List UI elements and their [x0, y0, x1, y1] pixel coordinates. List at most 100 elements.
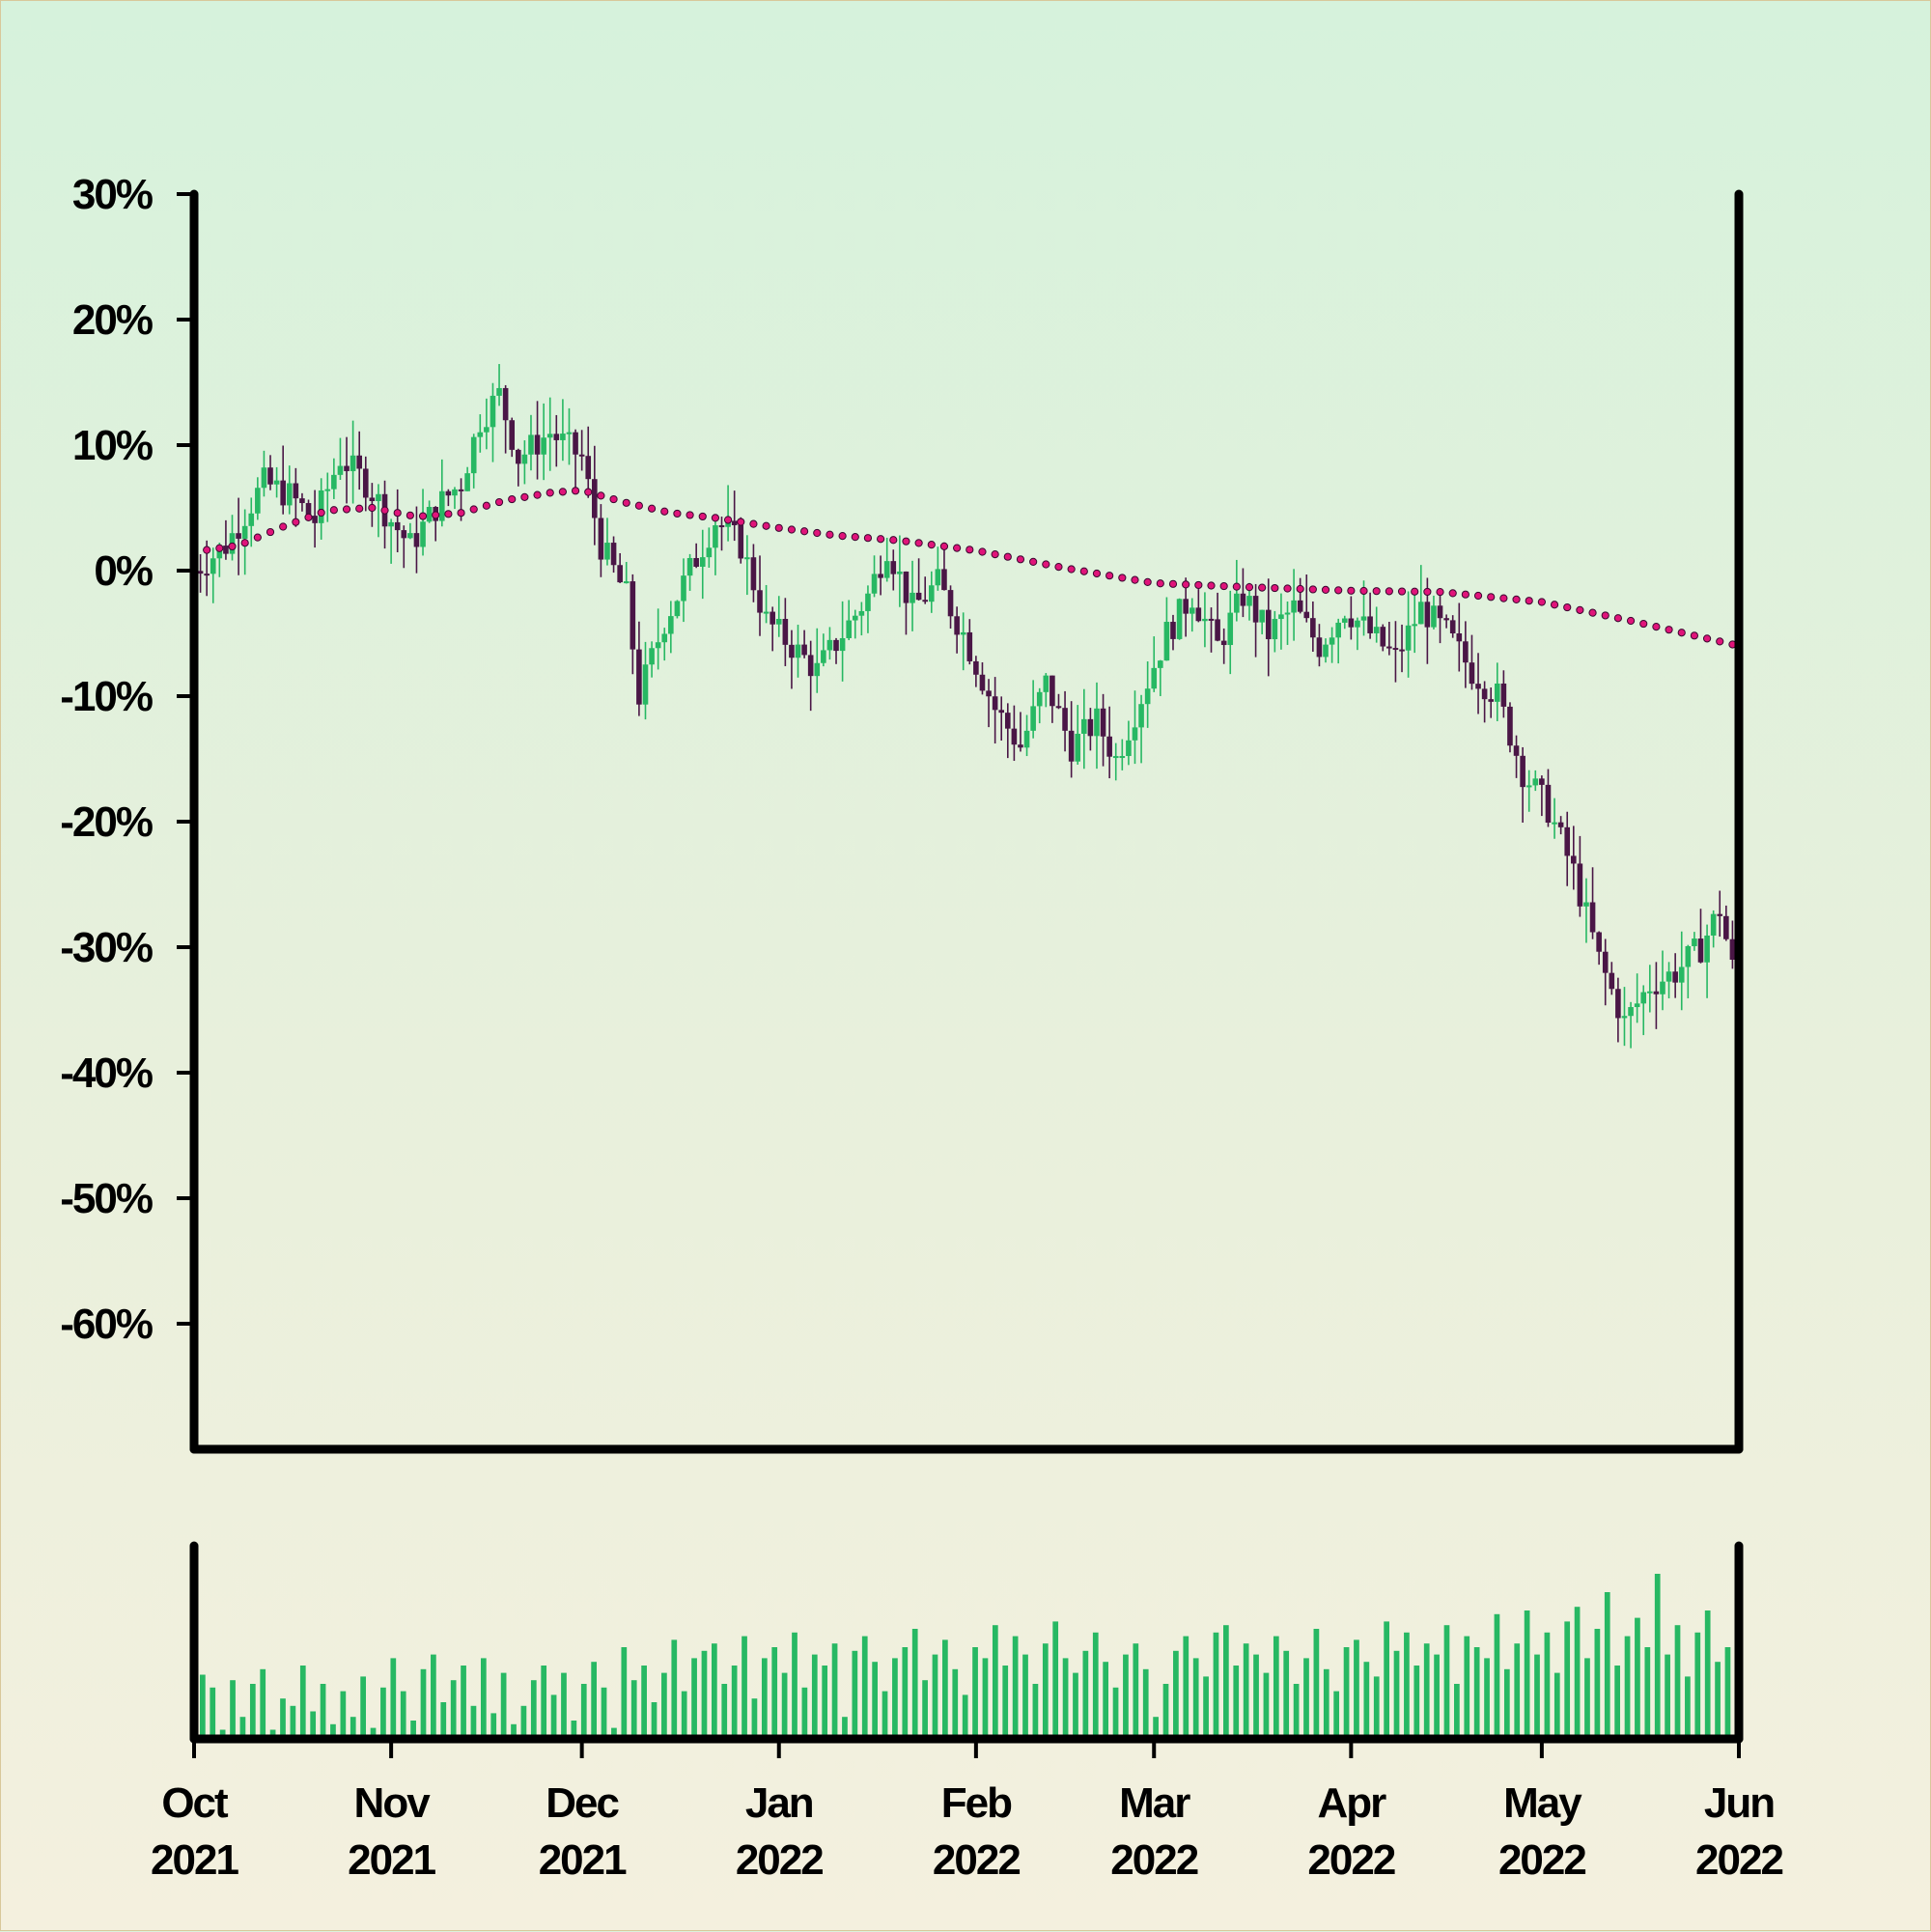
- volume-bar: [651, 1702, 658, 1739]
- x-tick-year: 2022: [933, 1836, 1020, 1884]
- volume-bar: [1564, 1621, 1571, 1739]
- candle-body: [376, 493, 381, 502]
- candle-body: [223, 546, 229, 554]
- candle-body: [286, 483, 293, 506]
- candle-body: [1329, 637, 1335, 645]
- volume-bar: [611, 1727, 617, 1739]
- volume-axes: [189, 1541, 1744, 1744]
- candle-body: [1055, 706, 1062, 709]
- volume-bar: [1133, 1643, 1139, 1739]
- volume-bar: [1423, 1643, 1430, 1739]
- candles: [191, 364, 1742, 1049]
- trend-point: [418, 512, 428, 520]
- candle-body: [1392, 648, 1399, 651]
- volume-bar: [1434, 1654, 1440, 1739]
- volume-bar: [1073, 1672, 1078, 1739]
- trend-point: [1042, 560, 1050, 569]
- trend-point: [1576, 605, 1584, 614]
- candle-body: [1710, 913, 1717, 936]
- candle-body: [1018, 744, 1023, 748]
- trend-point: [749, 519, 758, 528]
- trend-point: [432, 511, 440, 519]
- trend-point: [1232, 582, 1241, 591]
- candle-body: [1081, 718, 1087, 734]
- candle-body: [1106, 736, 1112, 757]
- trend-point: [889, 536, 898, 545]
- candle-body: [362, 468, 369, 498]
- trend-point: [1385, 587, 1393, 596]
- trend-point: [1182, 580, 1190, 589]
- y-tick-label: 0%: [94, 547, 152, 595]
- candle-body: [1036, 691, 1043, 707]
- volume-bar: [1173, 1650, 1179, 1739]
- candle-body: [770, 611, 775, 625]
- volume-bar: [310, 1711, 317, 1739]
- candle-body: [318, 490, 324, 523]
- candle-body: [407, 533, 413, 539]
- candle-body: [592, 479, 598, 518]
- candle-body: [1577, 863, 1583, 907]
- trend-point: [482, 501, 490, 510]
- candle-body: [1367, 616, 1373, 633]
- volume-bar: [1354, 1639, 1359, 1739]
- trend-point: [1105, 572, 1114, 580]
- trend-point: [228, 542, 237, 551]
- trend-point: [1652, 623, 1661, 631]
- y-tick-label: -30%: [60, 924, 153, 971]
- candle-body: [1412, 624, 1417, 627]
- candle-body: [1525, 785, 1532, 788]
- trend-point: [1245, 583, 1254, 592]
- volume-bar: [1594, 1629, 1601, 1739]
- trend-point: [1347, 586, 1356, 595]
- volume-bar: [761, 1658, 768, 1739]
- candle-body: [1234, 593, 1240, 613]
- volume-bar: [701, 1650, 708, 1739]
- volume-bar: [1012, 1636, 1019, 1739]
- candle-body: [344, 465, 350, 471]
- candle-body: [401, 530, 407, 539]
- volume-bar: [681, 1691, 687, 1739]
- candle-body: [1138, 704, 1144, 728]
- candle-body: [865, 593, 871, 611]
- candle-body: [878, 574, 883, 578]
- candle-body: [534, 434, 541, 455]
- candle-body: [1449, 620, 1456, 634]
- trend-point: [1016, 555, 1025, 564]
- candle-body: [826, 639, 833, 651]
- volume-bar: [872, 1662, 878, 1739]
- volume-bar: [511, 1723, 517, 1739]
- candle-body: [1552, 822, 1557, 825]
- candle-body: [502, 387, 509, 421]
- candle-body: [578, 454, 585, 457]
- candle-body: [973, 660, 979, 675]
- volume-bar: [1574, 1607, 1581, 1739]
- candle-body: [1195, 607, 1202, 622]
- trend-point: [1487, 593, 1496, 602]
- volume-bar: [902, 1647, 909, 1739]
- candle-body: [1431, 605, 1437, 628]
- candle-body: [1685, 945, 1692, 967]
- candle-body: [1189, 607, 1195, 614]
- candle-body: [1405, 625, 1412, 651]
- volume-bar: [671, 1639, 678, 1739]
- candle-body: [1507, 706, 1513, 746]
- volume-bar: [1644, 1647, 1651, 1739]
- volume-bar: [269, 1729, 276, 1739]
- candle-body: [604, 543, 610, 560]
- volume-bar: [861, 1636, 868, 1739]
- volume-bar: [1243, 1643, 1249, 1739]
- candle-body: [795, 644, 801, 658]
- trend-point: [1054, 563, 1063, 572]
- candle-body: [312, 516, 318, 523]
- candle-body: [299, 498, 305, 504]
- candle-body: [706, 547, 713, 558]
- volume-bar: [742, 1636, 747, 1739]
- candle-body: [903, 571, 910, 603]
- candle-body: [674, 601, 681, 617]
- volume-bar: [299, 1666, 306, 1739]
- candle-body: [1634, 1003, 1640, 1008]
- volume-bar: [1333, 1691, 1340, 1739]
- volume-bar: [1614, 1666, 1621, 1739]
- volume-bar: [1685, 1676, 1691, 1739]
- candle-body: [546, 434, 553, 438]
